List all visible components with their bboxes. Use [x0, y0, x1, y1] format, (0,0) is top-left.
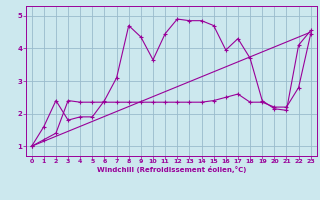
X-axis label: Windchill (Refroidissement éolien,°C): Windchill (Refroidissement éolien,°C): [97, 166, 246, 173]
